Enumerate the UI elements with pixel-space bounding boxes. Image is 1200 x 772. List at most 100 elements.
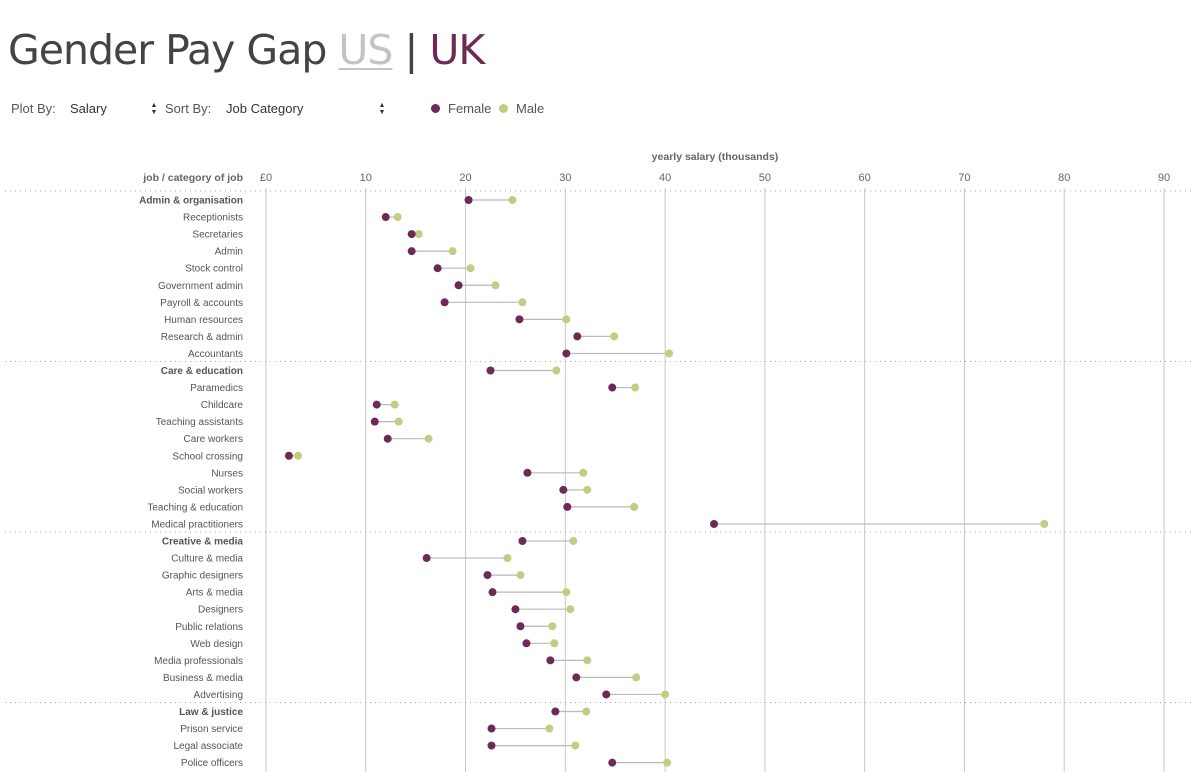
male-point: [571, 741, 580, 750]
row-label: Stock control: [185, 264, 243, 275]
plot-by-label: Plot By:: [11, 101, 56, 116]
x-tick-label: 70: [958, 172, 970, 184]
x-tick-label: 50: [759, 172, 771, 184]
row-label: Payroll & accounts: [160, 298, 243, 309]
female-point: [518, 537, 527, 545]
row-label: Graphic designers: [162, 571, 243, 582]
legend-male-label: Male: [516, 101, 545, 116]
male-point: [562, 588, 571, 597]
female-point: [284, 451, 293, 460]
female-point: [523, 468, 532, 477]
row-label: Receptionists: [183, 213, 243, 224]
female-point: [562, 349, 571, 358]
male-point: [665, 349, 674, 358]
female-point: [572, 673, 581, 682]
row-label: Medical practitioners: [151, 519, 243, 530]
female-point: [381, 213, 390, 222]
female-point: [440, 298, 449, 307]
female-point: [370, 417, 379, 426]
page-title: Gender Pay Gap US | UK: [8, 26, 485, 74]
sort-by-select[interactable]: Job Category ▲ ▼: [226, 101, 386, 116]
female-point: [488, 588, 497, 597]
female-point: [573, 332, 582, 341]
x-tick-label: 40: [659, 172, 671, 184]
legend-female-label: Female: [448, 101, 492, 116]
row-label: Paramedics: [190, 383, 243, 394]
male-point: [550, 639, 559, 648]
row-label: Police officers: [181, 758, 243, 769]
title-separator: |: [404, 26, 419, 74]
select-arrows-icon: ▲ ▼: [150, 102, 158, 116]
category-label: Law & justice: [179, 707, 243, 718]
female-point: [407, 230, 416, 239]
x-tick-label: 60: [859, 172, 871, 184]
row-label: Arts & media: [186, 588, 244, 599]
male-point: [516, 571, 525, 580]
row-label: Secretaries: [192, 230, 243, 241]
x-tick-label: £0: [260, 172, 272, 184]
category-label: Care & education: [161, 366, 243, 377]
plot-by-value: Salary: [70, 101, 107, 116]
male-point: [293, 451, 302, 460]
female-dot-icon: [431, 104, 440, 113]
male-point: [583, 485, 592, 494]
male-point: [491, 281, 500, 290]
female-point: [710, 519, 719, 528]
male-point: [630, 502, 639, 511]
female-point: [602, 690, 611, 699]
x-tick-label: 90: [1158, 172, 1170, 184]
female-point: [433, 264, 442, 273]
title-main: Gender Pay Gap: [8, 26, 327, 74]
male-point: [663, 758, 672, 767]
female-point: [608, 758, 617, 767]
row-label: Nurses: [211, 468, 243, 479]
male-point: [503, 554, 512, 563]
male-point: [582, 707, 591, 716]
row-label: Public relations: [175, 622, 243, 633]
row-label: Designers: [198, 605, 243, 616]
male-point: [508, 196, 517, 204]
row-label: Accountants: [188, 349, 243, 360]
female-point: [551, 707, 560, 716]
male-point: [579, 468, 588, 477]
female-point: [486, 366, 495, 375]
male-point: [424, 434, 433, 443]
x-axis-title: yearly salary (thousands): [652, 151, 779, 163]
x-tick-label: 80: [1058, 172, 1070, 184]
row-label: Legal associate: [174, 741, 244, 752]
male-point: [1040, 519, 1049, 528]
male-point: [448, 247, 457, 256]
female-point: [559, 485, 568, 494]
row-label: School crossing: [172, 451, 243, 462]
female-point: [515, 315, 524, 324]
x-tick-label: 10: [360, 172, 372, 184]
female-point: [522, 639, 531, 648]
male-point: [566, 605, 575, 614]
x-tick-label: 20: [459, 172, 471, 184]
female-point: [422, 554, 431, 563]
legend-female: Female: [431, 101, 491, 116]
male-point: [610, 332, 619, 341]
female-point: [487, 724, 496, 733]
male-point: [548, 622, 557, 631]
female-point: [608, 383, 617, 392]
plot-by-select[interactable]: Salary ▲ ▼: [70, 101, 158, 116]
row-label: Human resources: [164, 315, 243, 326]
row-label: Web design: [190, 639, 243, 650]
row-label: Admin: [215, 247, 243, 258]
male-point: [414, 230, 423, 239]
male-point: [569, 537, 578, 545]
female-point: [383, 434, 392, 443]
row-label: Teaching assistants: [156, 417, 243, 428]
x-tick-label: 30: [559, 172, 571, 184]
row-label: Business & media: [163, 673, 243, 684]
male-point: [518, 298, 527, 307]
female-point: [372, 400, 381, 409]
female-point: [563, 502, 572, 511]
category-label: Admin & organisation: [139, 196, 243, 207]
legend-male: Male: [499, 101, 544, 116]
uk-label: UK: [429, 26, 485, 74]
us-link[interactable]: US: [338, 26, 393, 74]
female-point: [464, 196, 473, 204]
